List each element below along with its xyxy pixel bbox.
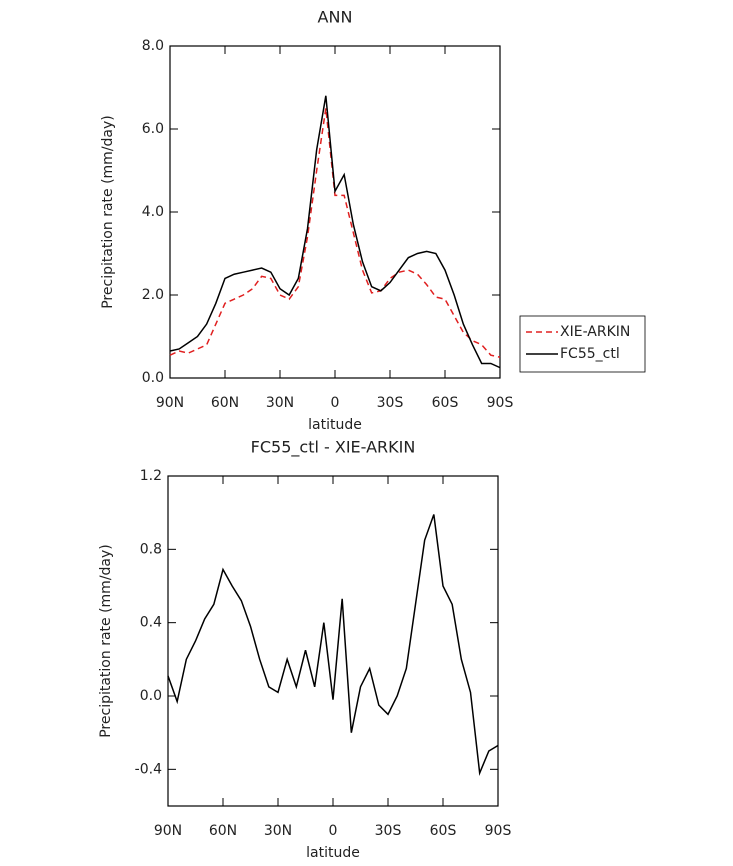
x-axis-label: latitude	[306, 845, 360, 861]
x-axis-label: latitude	[308, 417, 362, 433]
x-tick-label: 90N	[156, 395, 184, 411]
x-tick-label: 60N	[211, 395, 239, 411]
x-tick-label: 30S	[375, 823, 402, 839]
legend-label: FC55_ctl	[560, 346, 620, 362]
x-tick-label: 30N	[266, 395, 294, 411]
y-tick-label: 0.0	[142, 370, 164, 386]
x-tick-label: 60N	[209, 823, 237, 839]
x-tick-label: 90S	[487, 395, 514, 411]
y-tick-label: 6.0	[142, 121, 164, 137]
x-tick-label: 90N	[154, 823, 182, 839]
plot-frame	[167, 475, 499, 807]
x-tick-label: 30S	[377, 395, 404, 411]
y-tick-label: 1.2	[140, 468, 162, 484]
y-tick-label: 0.4	[140, 615, 162, 631]
x-tick-label: 90S	[485, 823, 512, 839]
y-tick-label: 8.0	[142, 38, 164, 54]
y-tick-label: 2.0	[142, 287, 164, 303]
y-axis-label: Precipitation rate (mm/day)	[100, 115, 116, 309]
legend-box	[519, 315, 646, 373]
series-line	[167, 514, 499, 776]
y-tick-label: 0.0	[140, 688, 162, 704]
x-tick-label: 0	[331, 395, 340, 411]
chart-title: ANN	[318, 8, 353, 27]
x-tick-label: 0	[329, 823, 338, 839]
series-line	[169, 108, 501, 358]
series-line	[169, 95, 501, 369]
y-tick-label: -0.4	[135, 761, 162, 777]
chart-title: FC55_ctl - XIE-ARKIN	[251, 438, 416, 458]
x-tick-label: 30N	[264, 823, 292, 839]
y-axis-label: Precipitation rate (mm/day)	[98, 544, 114, 738]
legend-label: XIE-ARKIN	[560, 324, 630, 340]
y-tick-label: 4.0	[142, 204, 164, 220]
x-tick-label: 60S	[430, 823, 457, 839]
x-tick-label: 60S	[432, 395, 459, 411]
y-tick-label: 0.8	[140, 541, 162, 557]
plot-frame	[169, 45, 501, 379]
